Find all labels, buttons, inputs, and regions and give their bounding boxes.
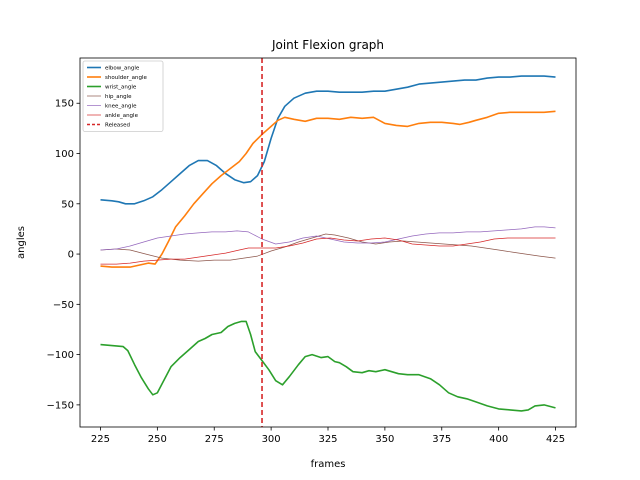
plot-area <box>79 57 577 428</box>
y-tick-label: −150 <box>47 400 74 411</box>
legend: elbow_angle shoulder_angle wrist_angle hip_… <box>82 60 164 132</box>
chart-title: Joint Flexion graph <box>271 38 384 52</box>
x-tick-label: 425 <box>546 434 565 445</box>
legend-label: shoulder_angle <box>105 75 147 81</box>
y-tick-label: 50 <box>61 199 74 210</box>
x-axis: 225 250 275 300 325 350 375 400 425 <box>91 427 565 445</box>
series-line-hip_angle <box>100 233 556 262</box>
x-tick-label: 275 <box>205 434 224 445</box>
x-tick-label: 350 <box>375 434 394 445</box>
legend-label: hip_angle <box>105 94 132 100</box>
y-tick-label: −100 <box>47 350 74 361</box>
legend-label: wrist_angle <box>105 85 137 91</box>
legend-label: Released <box>105 123 130 129</box>
series-line-knee_angle <box>100 226 556 251</box>
legend-label: knee_angle <box>105 104 137 110</box>
x-tick-label: 250 <box>148 434 167 445</box>
series-line-ankle_angle <box>100 237 556 265</box>
y-axis-label: angles <box>16 226 27 259</box>
y-tick-label: 150 <box>55 99 74 110</box>
y-tick-label: 100 <box>55 149 74 160</box>
x-axis-label: frames <box>311 459 346 470</box>
series-line-elbow_angle <box>100 75 556 205</box>
y-tick-label: 0 <box>68 250 74 261</box>
x-tick-label: 300 <box>262 434 281 445</box>
y-tick-label: −50 <box>53 300 74 311</box>
x-tick-label: 325 <box>318 434 337 445</box>
x-tick-label: 225 <box>91 434 110 445</box>
legend-label: ankle_angle <box>105 113 139 119</box>
x-tick-label: 375 <box>432 434 451 445</box>
series-line-wrist_angle <box>100 320 556 412</box>
x-tick-label: 400 <box>489 434 508 445</box>
y-axis: −150 −100 −50 0 50 100 150 <box>47 99 80 411</box>
legend-label: elbow_angle <box>105 66 140 72</box>
legend-box <box>82 60 164 132</box>
series-line-shoulder_angle <box>100 110 556 268</box>
